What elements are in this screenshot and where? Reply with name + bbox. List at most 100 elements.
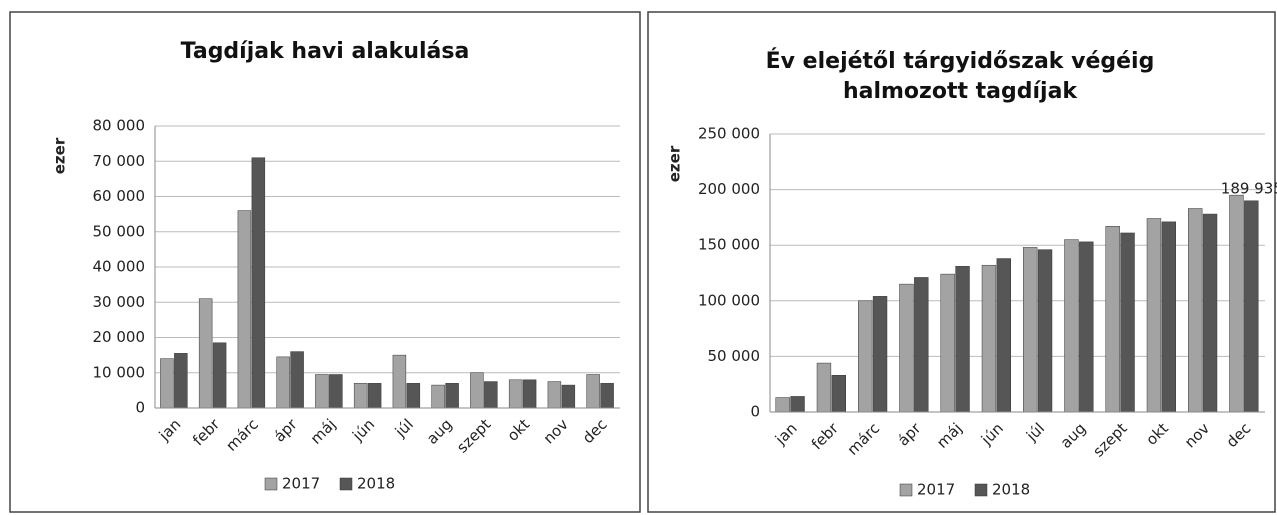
x-tick-label: febr <box>189 415 224 450</box>
bar <box>790 396 805 413</box>
right-frame <box>647 11 1276 513</box>
y-tick-label: 100 000 <box>698 291 760 309</box>
y-axis-label: ezer <box>666 145 684 182</box>
left-frame <box>9 11 641 513</box>
y-tick-label: 0 <box>135 399 145 417</box>
x-tick-label: szept <box>453 415 494 456</box>
bar <box>914 277 929 413</box>
bar <box>315 374 329 409</box>
bar <box>899 283 914 413</box>
x-tick-label: jún <box>348 415 378 445</box>
bar <box>1037 249 1053 413</box>
bar <box>996 258 1011 413</box>
bar <box>484 381 498 409</box>
x-tick-label: febr <box>808 419 843 454</box>
bar <box>237 210 252 409</box>
bar <box>1064 239 1079 413</box>
y-tick-label: 40 000 <box>93 258 146 276</box>
bar <box>831 375 846 413</box>
bar <box>392 354 407 409</box>
bar <box>1120 232 1135 413</box>
x-tick-label: szept <box>1089 419 1130 460</box>
legend-label: 2017 <box>917 481 955 499</box>
chart-title: Tagdíjak havi alakulása <box>181 39 470 64</box>
bar <box>251 157 266 409</box>
x-tick-label: dec <box>1223 419 1255 451</box>
bar <box>586 374 600 409</box>
bar <box>290 351 304 409</box>
x-tick-label: ápr <box>894 419 925 450</box>
y-tick-label: 150 000 <box>698 236 760 254</box>
bar <box>1188 208 1203 413</box>
bar <box>431 384 445 409</box>
bar <box>1229 194 1244 413</box>
x-tick-label: nov <box>540 415 572 447</box>
bar <box>353 383 368 409</box>
x-tick-label: máj <box>307 415 340 448</box>
bar <box>1105 226 1120 413</box>
y-tick-label: 50 000 <box>93 222 146 240</box>
y-tick-label: 50 000 <box>708 347 761 365</box>
y-tick-label: 10 000 <box>93 363 146 381</box>
bar <box>1161 221 1176 413</box>
bar <box>872 296 888 413</box>
bar <box>174 353 188 409</box>
bar <box>198 298 213 409</box>
bar <box>775 397 790 413</box>
bar <box>981 264 997 413</box>
bar <box>508 379 523 409</box>
x-tick-label: okt <box>1142 419 1172 449</box>
legend-label: 2017 <box>282 475 320 493</box>
bar <box>858 300 873 413</box>
data-label: 189 935 <box>1221 179 1277 197</box>
x-tick-label: márc <box>844 419 884 459</box>
x-tick-label: jan <box>771 419 801 449</box>
x-tick-label: jan <box>155 415 185 445</box>
x-tick-label: ápr <box>270 415 301 446</box>
y-tick-label: 200 000 <box>698 180 760 198</box>
x-tick-label: jún <box>977 419 1007 449</box>
y-tick-label: 30 000 <box>93 293 146 311</box>
y-tick-label: 0 <box>750 403 760 421</box>
bar <box>445 383 459 409</box>
bar <box>547 381 562 409</box>
bar <box>1202 213 1218 413</box>
chart-title: halmozott tagdíjak <box>843 79 1078 104</box>
x-tick-label: okt <box>504 415 534 445</box>
bar <box>329 374 343 409</box>
bar <box>816 362 832 413</box>
legend-label: 2018 <box>992 481 1030 499</box>
legend-swatch <box>264 477 278 491</box>
bar <box>561 384 576 409</box>
bar <box>1244 200 1259 413</box>
legend-swatch <box>899 483 913 497</box>
legend-label: 2018 <box>357 475 395 493</box>
bar <box>1079 241 1094 413</box>
x-tick-label: máj <box>933 419 966 452</box>
x-tick-label: júl <box>1022 419 1048 445</box>
bar <box>367 383 382 409</box>
bar <box>1023 247 1038 413</box>
bar <box>522 379 537 409</box>
bar <box>600 383 614 409</box>
y-axis-label: ezer <box>51 137 69 174</box>
x-tick-label: aug <box>1057 419 1090 452</box>
bar <box>470 372 484 409</box>
bar <box>160 358 174 409</box>
y-tick-label: 60 000 <box>93 187 146 205</box>
legend-swatch <box>974 483 988 497</box>
bar <box>212 342 227 409</box>
x-tick-label: nov <box>1181 419 1213 451</box>
bar <box>406 383 421 409</box>
x-tick-label: dec <box>579 415 611 447</box>
bar <box>940 273 955 413</box>
y-tick-label: 250 000 <box>698 125 760 143</box>
x-tick-label: aug <box>423 415 456 448</box>
y-tick-label: 80 000 <box>93 117 146 135</box>
bar <box>955 266 970 413</box>
bar <box>276 356 290 409</box>
x-tick-label: márc <box>222 415 262 455</box>
x-tick-label: júl <box>391 415 417 441</box>
y-tick-label: 70 000 <box>93 152 146 170</box>
